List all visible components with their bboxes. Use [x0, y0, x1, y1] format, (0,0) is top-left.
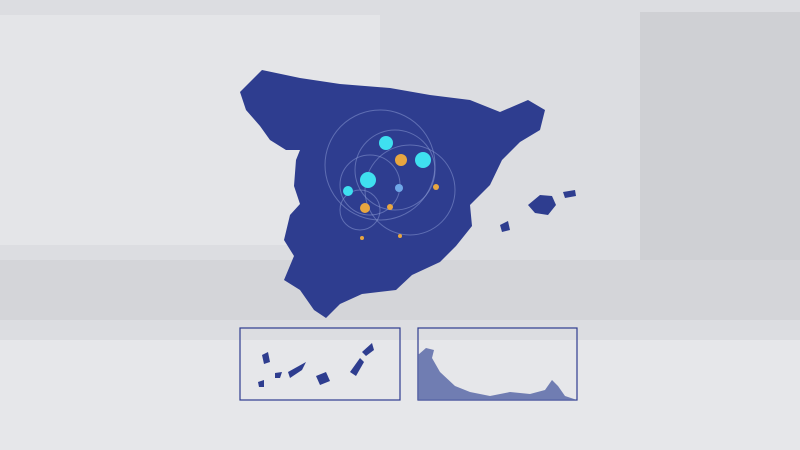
marker	[398, 234, 402, 238]
marker	[415, 152, 431, 168]
marker	[343, 186, 353, 196]
marker	[360, 236, 364, 240]
marker	[395, 154, 407, 166]
balearic-mallorca	[528, 195, 556, 215]
marker	[360, 203, 370, 213]
balearic-ibiza	[500, 221, 510, 232]
marker	[360, 172, 376, 188]
spain-mainland	[240, 70, 545, 318]
marker	[433, 184, 439, 190]
marker	[395, 184, 403, 192]
data-markers	[343, 136, 439, 240]
marker	[379, 136, 393, 150]
balearic-menorca	[563, 190, 576, 198]
marker	[387, 204, 393, 210]
data-circles	[324, 109, 456, 236]
inset-canary-islands	[239, 327, 401, 401]
north-africa-coast	[418, 348, 577, 400]
canary-islands	[258, 343, 374, 387]
bg-panel-right	[640, 12, 800, 262]
